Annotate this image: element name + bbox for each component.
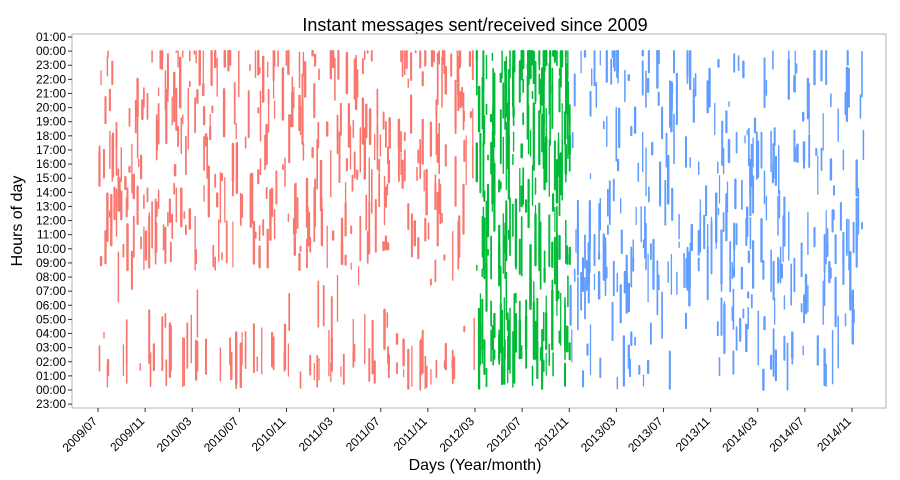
y-tick-label: 13:00: [36, 199, 66, 213]
x-axis-title: Days (Year/month): [409, 457, 542, 474]
y-tick-label: 11:00: [37, 228, 66, 242]
x-tick-label: 2011/03: [296, 414, 336, 454]
y-tick-label: 21:00: [36, 86, 66, 100]
y-tick-label: 20:00: [36, 101, 66, 115]
x-tick-label: 2010/07: [201, 414, 242, 455]
x-tick-label: 2012/07: [484, 414, 525, 455]
y-tick-label: 04:00: [36, 327, 66, 341]
x-tick-label: 2009/11: [107, 414, 147, 454]
y-tick-label: 22:00: [36, 72, 66, 86]
y-tick-label: 00:00: [36, 383, 66, 397]
y-axis: 01:0000:0023:0022:0021:0020:0019:0018:00…: [36, 30, 72, 411]
x-tick-label: 2013/03: [578, 414, 619, 455]
x-tick-label: 2014/03: [719, 414, 760, 455]
y-tick-label: 09:00: [36, 256, 66, 270]
y-tick-label: 10:00: [36, 242, 66, 256]
y-tick-label: 03:00: [36, 341, 66, 355]
y-tick-label: 17:00: [36, 143, 66, 157]
x-tick-label: 2012/03: [437, 414, 478, 455]
y-tick-label: 15:00: [36, 171, 66, 185]
y-tick-label: 00:00: [36, 44, 66, 58]
x-tick-label: 2014/11: [814, 414, 854, 454]
y-tick-label: 02:00: [36, 355, 66, 369]
y-tick-label: 18:00: [36, 129, 66, 143]
x-tick-label: 2013/11: [673, 414, 713, 454]
data-points: [98, 49, 865, 391]
y-tick-label: 07:00: [36, 284, 66, 298]
y-axis-title: Hours of day: [9, 176, 26, 267]
chart-title: Instant messages sent/received since 200…: [302, 15, 647, 35]
y-tick-label: 23:00: [36, 397, 66, 411]
y-tick-label: 06:00: [36, 298, 66, 312]
y-tick-label: 08:00: [36, 270, 66, 284]
y-tick-label: 14:00: [36, 185, 66, 199]
y-tick-label: 23:00: [36, 58, 66, 72]
x-tick-label: 2013/07: [625, 414, 666, 455]
x-axis: 2009/07 2009/11 2010/03 2010/07 2010/11 2011/…: [60, 408, 854, 455]
y-tick-label: 19:00: [36, 115, 66, 129]
x-tick-label: 2011/11: [391, 414, 431, 454]
x-tick-label: 2010/03: [154, 414, 195, 455]
x-tick-label: 2011/07: [343, 414, 383, 454]
x-tick-label: 2009/07: [60, 414, 101, 455]
y-tick-label: 16:00: [36, 157, 66, 171]
y-tick-label: 12:00: [36, 214, 66, 228]
x-tick-label: 2010/11: [249, 414, 289, 454]
y-tick-label: 05:00: [36, 312, 66, 326]
x-tick-label: 2012/11: [531, 414, 571, 454]
y-tick-label: 01:00: [36, 30, 66, 44]
y-tick-label: 01:00: [36, 369, 66, 383]
x-tick-label: 2014/07: [766, 414, 807, 455]
